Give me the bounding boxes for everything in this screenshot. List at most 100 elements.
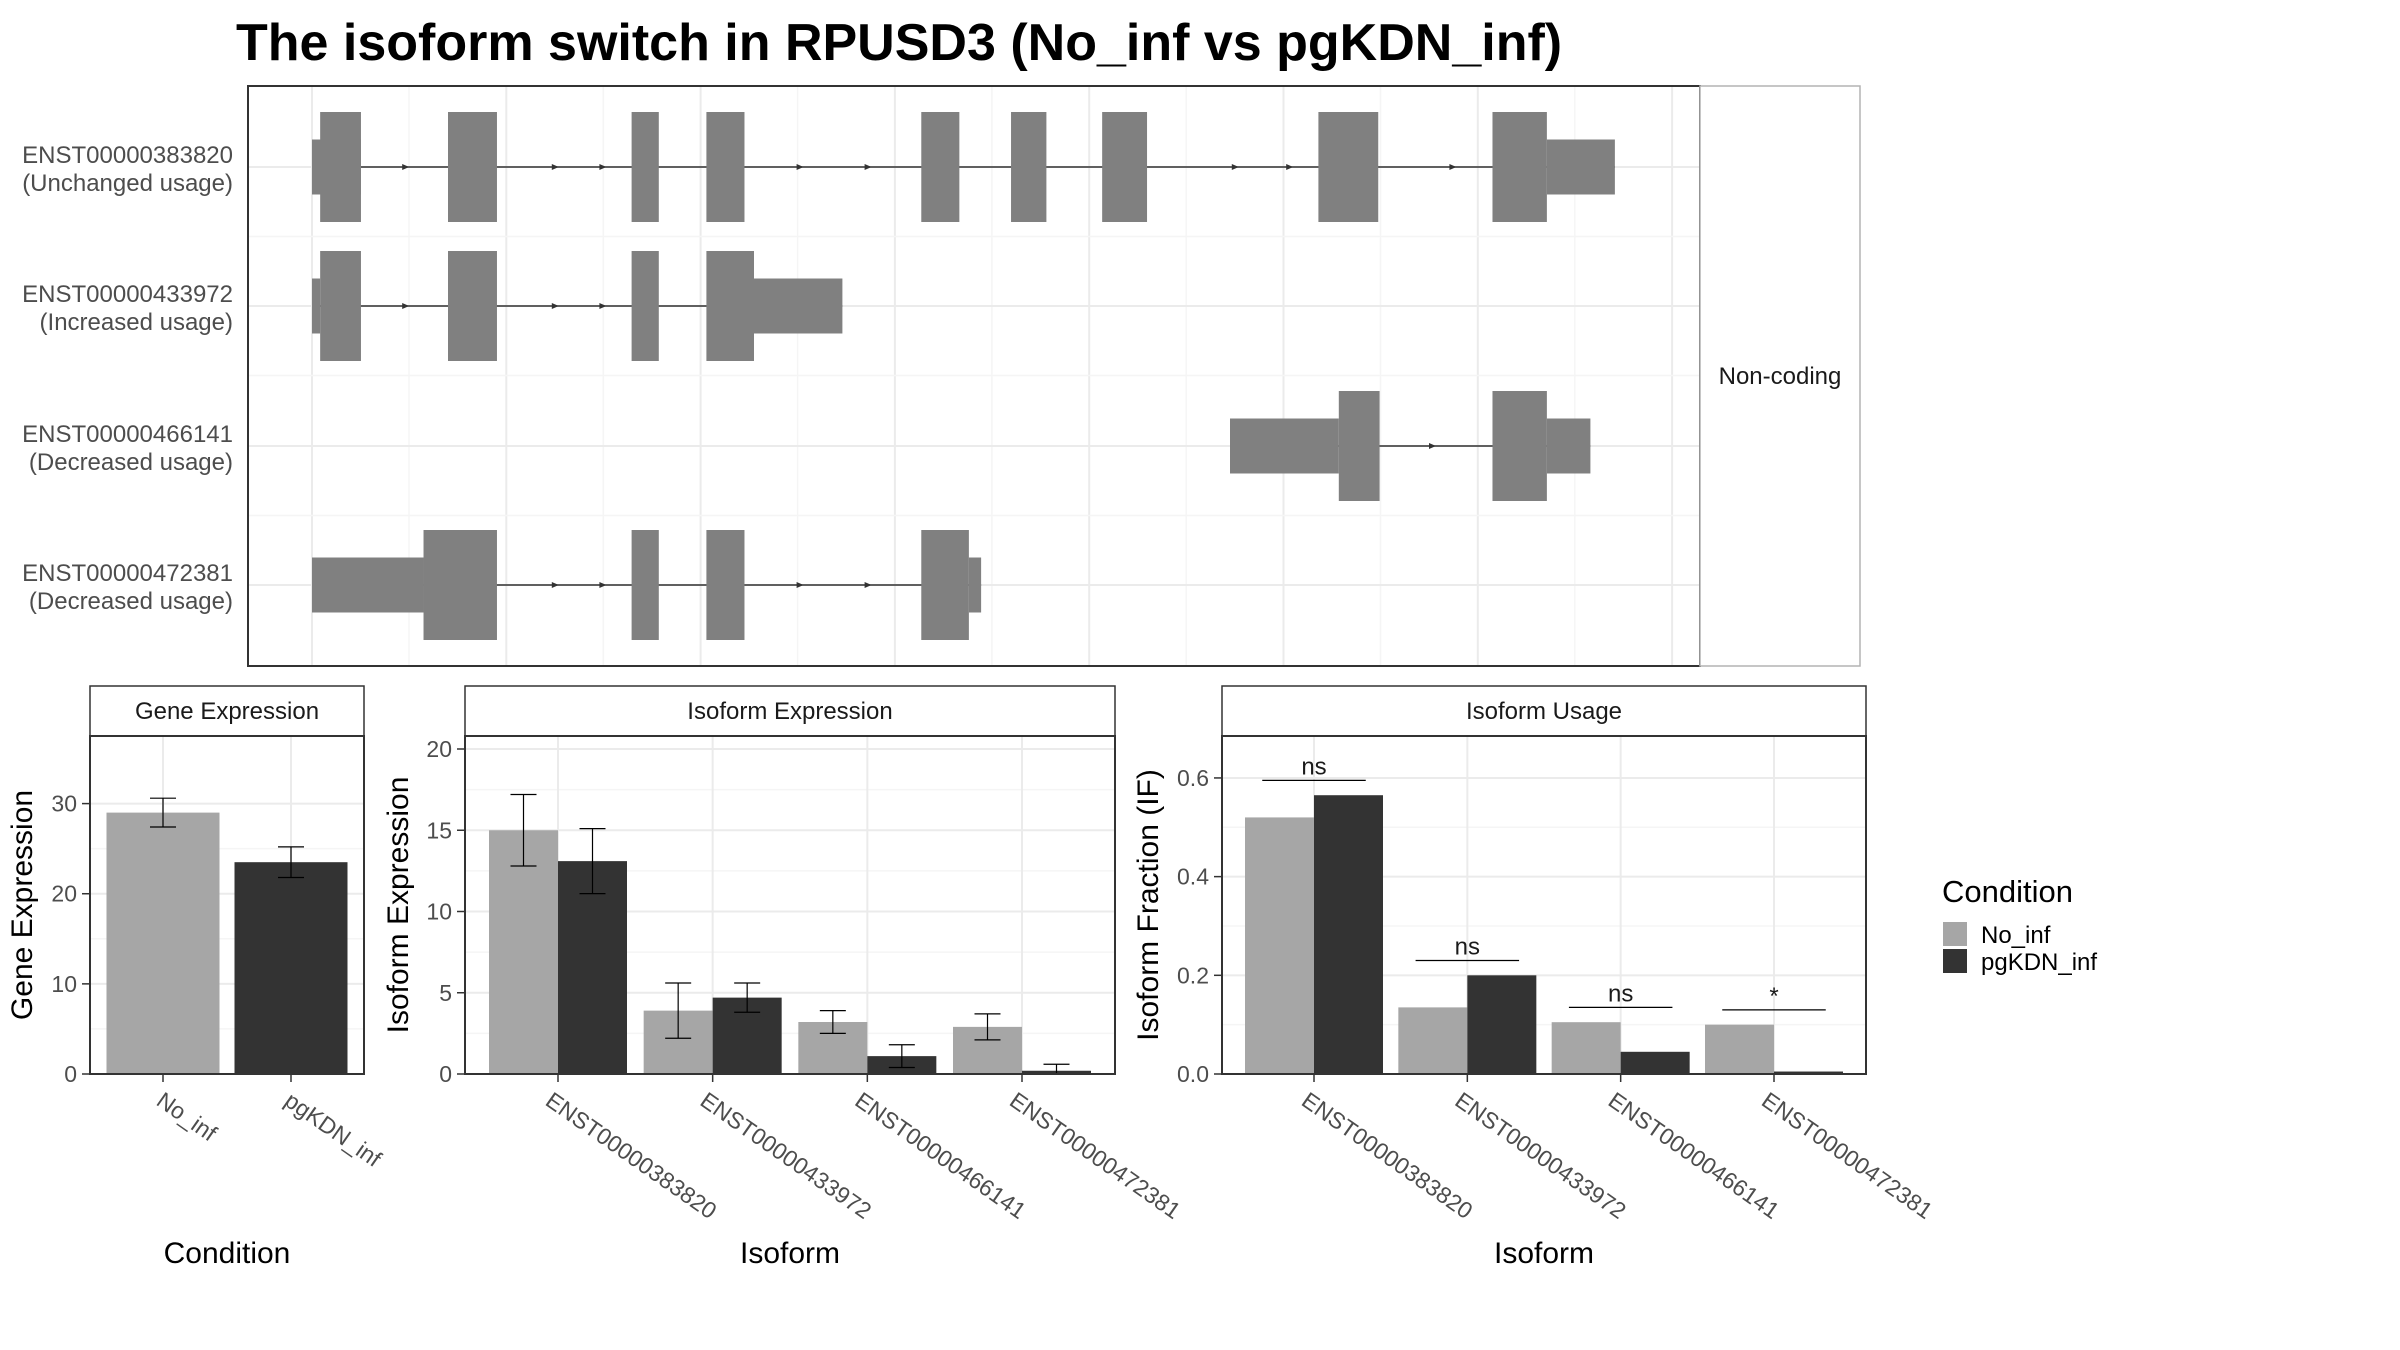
bar [1314,795,1383,1074]
y-tick-label: 10 [51,971,77,997]
exon-block [1011,112,1047,222]
exon-block [631,530,659,640]
significance-label: ns [1455,934,1480,961]
significance-label: ns [1301,753,1326,780]
intron-direction-arrow [1449,164,1457,170]
intron-direction-arrow [864,164,872,170]
x-tick-label: ENST00000472381 [1005,1087,1185,1224]
intron-direction-arrow [796,164,804,170]
legend-label: No_inf [1981,922,2051,949]
isoform-id-label: ENST00000466141 [22,421,233,448]
y-tick-label: 20 [51,881,77,907]
y-tick-label: 0 [439,1061,452,1087]
bar [489,830,558,1074]
intron-direction-arrow [1429,443,1436,449]
exon-block [631,251,659,361]
bar [1620,1051,1690,1074]
isoform-usage-panel: Isoform UsageENST00000383820ENST00000433… [1132,685,1938,1270]
x-tick-label: ENST00000433972 [696,1087,876,1224]
bar [1398,1007,1468,1074]
intron-direction-arrow [551,303,559,309]
intron-direction-arrow [599,164,607,170]
panel-strip [464,685,1116,737]
bar [106,812,220,1074]
panel-strip-label: Gene Expression [135,698,319,725]
exon-block [1546,139,1615,195]
x-tick-label: No_inf [152,1087,222,1147]
panel-strip [89,685,365,737]
main-title: The isoform switch in RPUSD3 (No_inf vs … [236,14,1562,72]
plot-border [464,735,1116,1075]
exon-block [706,530,745,640]
exon-block [921,530,969,640]
structure-strip [1699,85,1861,667]
exon-block [1492,391,1547,501]
exon-block [312,278,321,334]
bar [1245,817,1314,1074]
isoform-usage-label: (Increased usage) [40,309,233,336]
gene-expression-panel: Gene Expression No_inf pgKDN_inf 0 10 20 30 Con… [6,685,387,1270]
y-tick-label: 0.0 [1177,1061,1209,1087]
intron-direction-arrow [551,164,559,170]
y-axis-title: Isoform Fraction (IF) [1132,769,1165,1041]
intron-direction-arrow [551,582,559,588]
exon-block [1338,391,1380,501]
intron-direction-arrow [796,582,804,588]
intron-direction-arrow [599,582,607,588]
exon-block [1102,112,1148,222]
panel-strip [1221,685,1867,737]
x-tick-label: pgKDN_inf [280,1087,387,1172]
bar [1551,1022,1621,1074]
exon-block [706,112,745,222]
plot-border [1221,735,1867,1075]
y-tick-label: 0.4 [1177,864,1209,890]
isoform-usage-label: (Decreased usage) [29,449,233,476]
x-tick-label: ENST00000466141 [850,1087,1030,1224]
bar [1705,1024,1774,1074]
exon-block [448,251,497,361]
exon-block [1546,418,1591,474]
exon-block [423,530,497,640]
x-axis-title: Isoform [740,1237,840,1270]
plot-border [89,735,365,1075]
bar [1467,975,1537,1074]
bar [234,862,348,1074]
bar [558,861,627,1074]
isoform-expression-panel: Isoform ExpressionENST00000383820ENST000… [382,685,1186,1270]
isoform-usage-label: (Decreased usage) [29,588,233,615]
y-tick-label: 20 [426,736,452,762]
x-tick-label: ENST00000472381 [1757,1087,1937,1224]
exon-block [1318,112,1379,222]
legend-title: Condition [1942,874,2073,909]
exon-block [1492,112,1547,222]
y-axis-title: Isoform Expression [382,777,415,1034]
intron-direction-arrow [402,164,410,170]
y-tick-label: 5 [439,980,452,1006]
y-axis-title: Gene Expression [6,790,39,1020]
x-axis-title: Condition [164,1237,291,1270]
y-tick-label: 30 [51,791,77,817]
exon-block [1230,418,1339,474]
significance-label: ns [1608,980,1633,1007]
non-coding-strip-label: Non-coding [1719,363,1842,390]
intron-direction-arrow [864,582,872,588]
isoform-id-label: ENST00000383820 [22,142,233,169]
intron-direction-arrow [1286,164,1294,170]
significance-label: * [1769,983,1778,1010]
legend-label: pgKDN_inf [1981,949,2097,976]
intron-direction-arrow [402,303,410,309]
y-tick-label: 0.2 [1177,962,1209,988]
isoform-usage-label: (Unchanged usage) [22,170,233,197]
intron-direction-arrow [1231,164,1239,170]
panel-strip-label: Isoform Expression [687,698,892,725]
isoform-id-label: ENST00000472381 [22,560,233,587]
exon-block [448,112,497,222]
exon-block [312,557,424,613]
exon-block [631,112,659,222]
transcript-structure-panel: ENST00000383820(Unchanged usage) ENST0000… [22,85,1861,667]
y-tick-label: 15 [426,817,452,843]
exon-block [320,251,361,361]
x-tick-label: ENST00000383820 [541,1087,721,1224]
panel-strip-label: Isoform Usage [1466,698,1622,725]
